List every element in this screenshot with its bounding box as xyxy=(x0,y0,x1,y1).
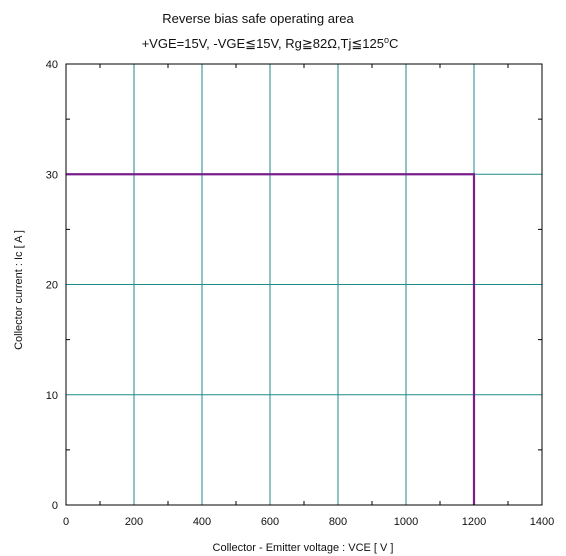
plot-frame xyxy=(65,63,543,506)
y-tick-label: 10 xyxy=(46,390,58,402)
x-axis-label: Collector - Emitter voltage : VCE [ V ] xyxy=(213,542,394,554)
x-tick-labels: 0 200 400 600 800 1000 1200 1400 xyxy=(63,516,554,528)
x-tick-label: 400 xyxy=(193,516,211,528)
subtitle-part: ≧ xyxy=(302,36,313,51)
subtitle-part: +VGE=15V, -VGE xyxy=(142,36,246,51)
y-tick-label: 40 xyxy=(46,59,58,71)
x-tick-label: 800 xyxy=(329,516,347,528)
y-tick-label: 0 xyxy=(52,500,58,512)
subtitle-part: o xyxy=(384,35,389,45)
subtitle-part: 82Ω,Tj xyxy=(313,36,352,51)
x-tick-label: 200 xyxy=(125,516,143,528)
chart-title: Reverse bias safe operating area xyxy=(162,11,354,26)
x-tick-label: 1200 xyxy=(462,516,486,528)
series-layer xyxy=(66,173,476,505)
x-tick-label: 1400 xyxy=(530,516,554,528)
x-tick-label: 1000 xyxy=(394,516,418,528)
x-tick-label: 0 xyxy=(63,516,69,528)
subtitle-part: C xyxy=(389,36,398,51)
subtitle-part: 125 xyxy=(362,36,384,51)
chart-subtitle: +VGE=15V, -VGE≦15V, Rg≧82Ω,Tj≦125oC xyxy=(142,35,399,51)
y-tick-label: 30 xyxy=(46,169,58,181)
subtitle-part: 15V, Rg xyxy=(256,36,302,51)
y-tick-label: 20 xyxy=(46,280,58,292)
subtitle-part: ≦ xyxy=(245,36,256,51)
rbsoa-curve xyxy=(66,173,476,505)
y-tick-labels: 0 10 20 30 40 xyxy=(46,59,58,512)
grid-lines xyxy=(66,64,542,505)
y-axis-label: Collector current : Ic [ A ] xyxy=(13,230,25,350)
tick-marks xyxy=(66,64,542,505)
x-tick-label: 600 xyxy=(261,516,279,528)
subtitle-part: ≦ xyxy=(351,36,362,51)
